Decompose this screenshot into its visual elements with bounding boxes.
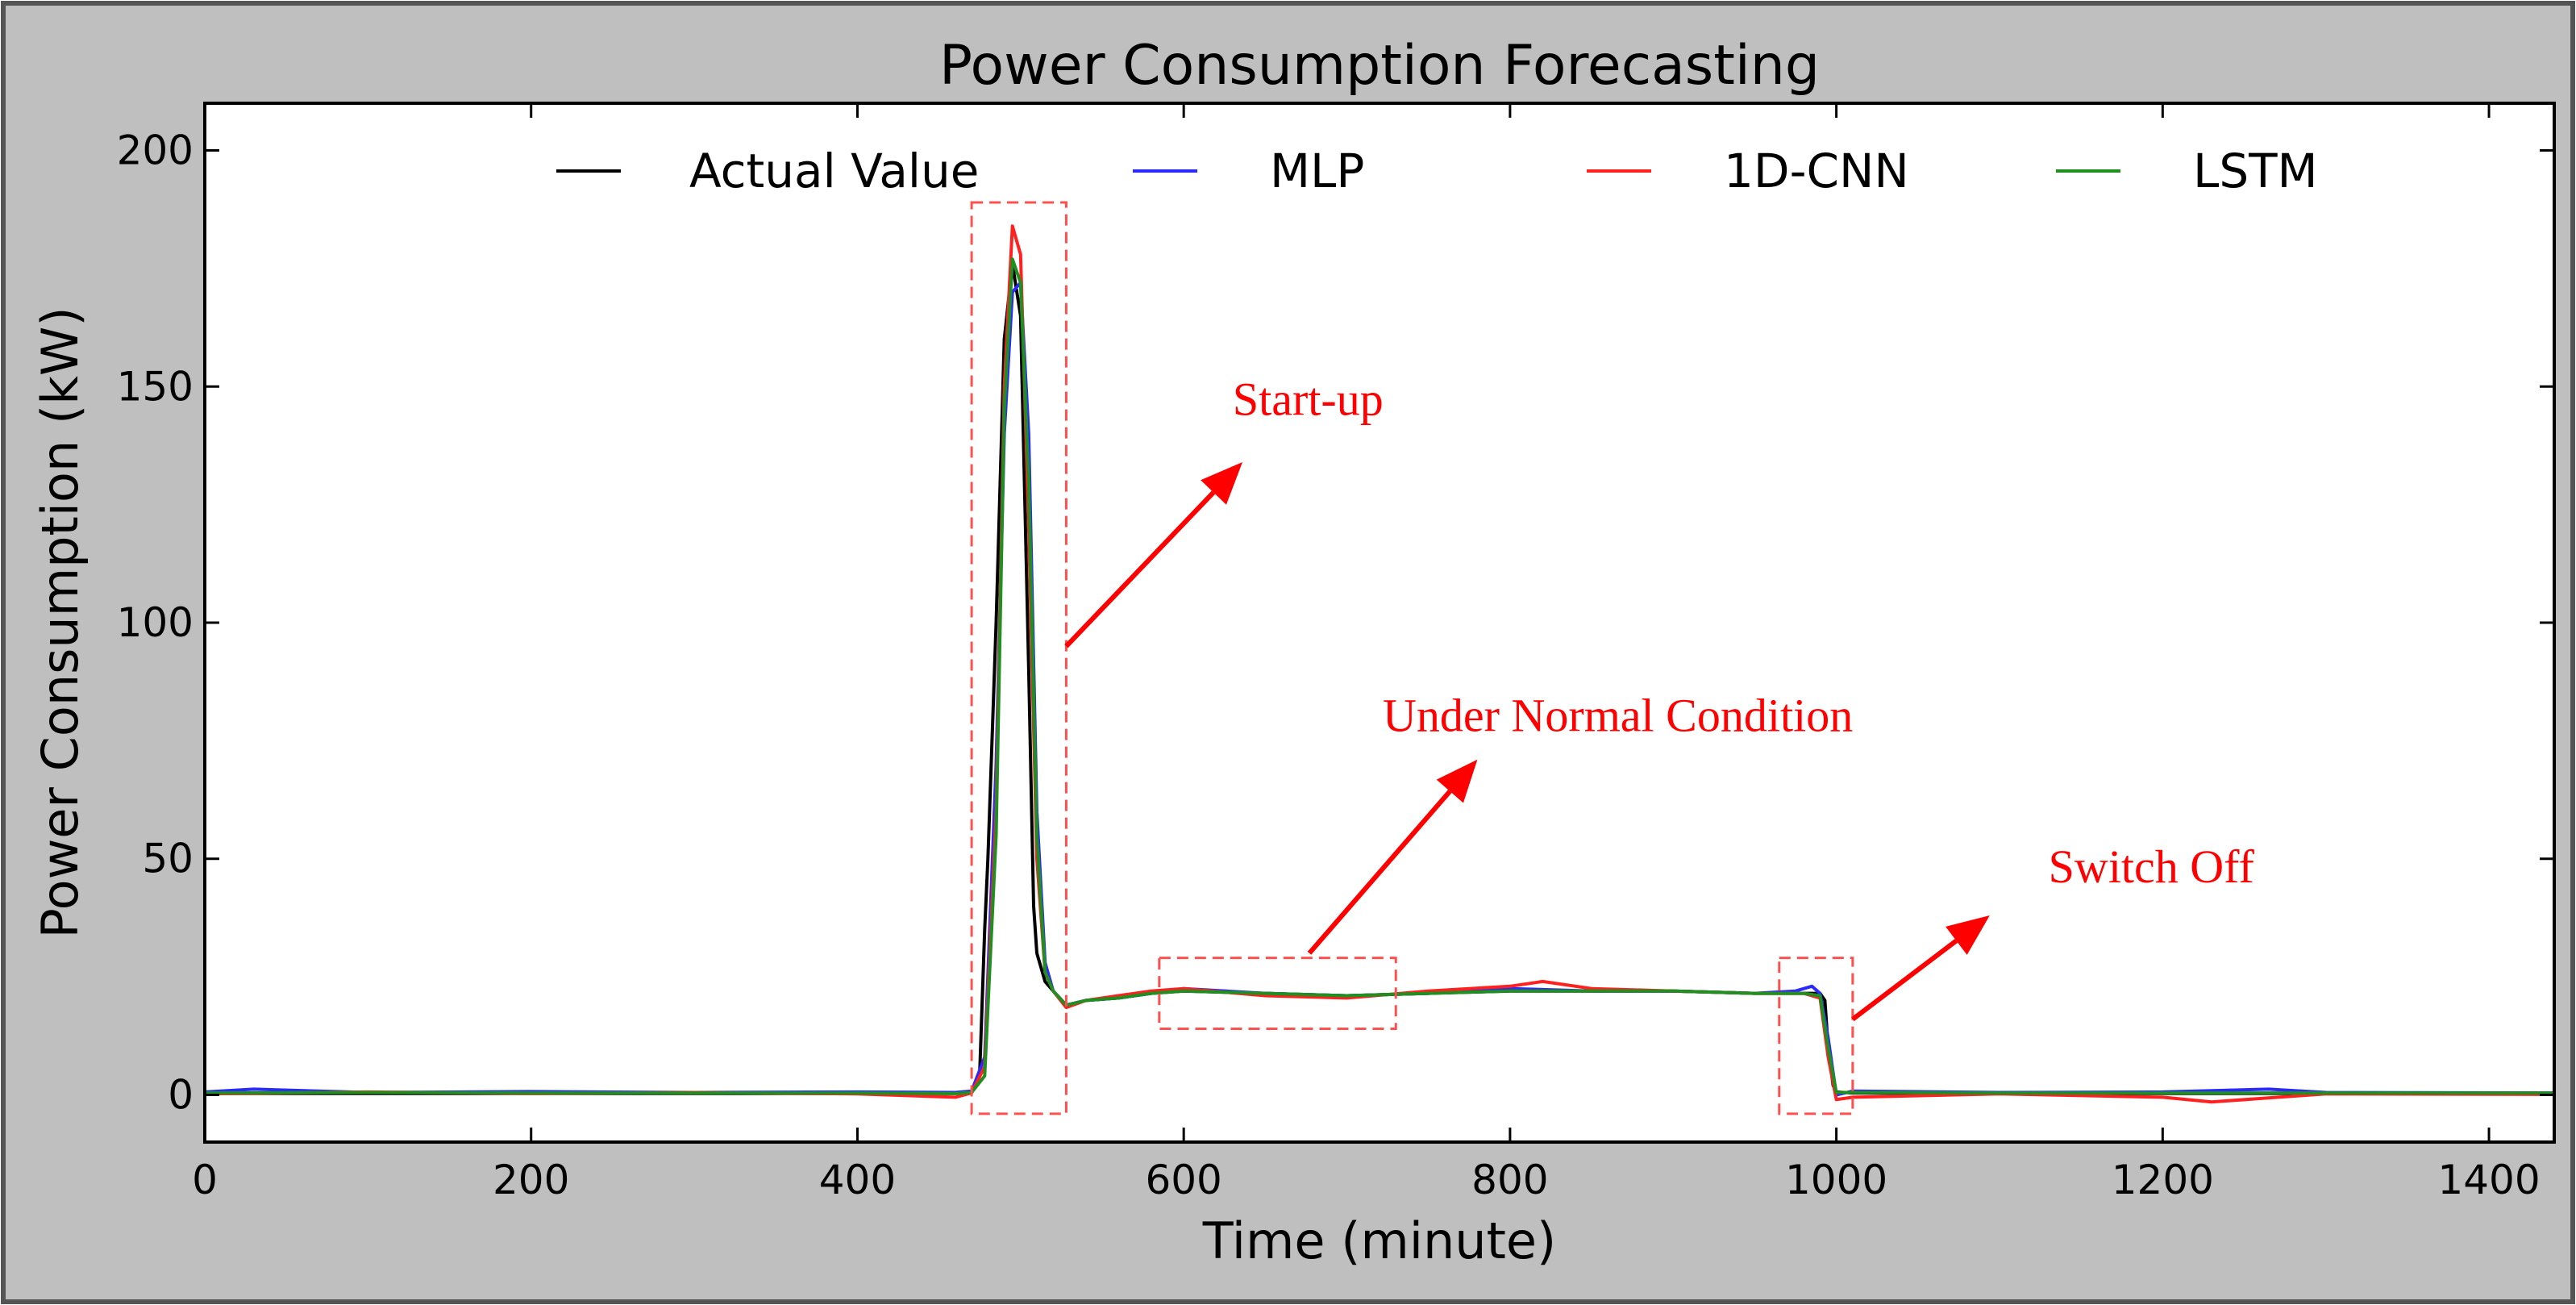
annotation-arrow-2 bbox=[1307, 790, 1452, 955]
x-tick-label: 1200 bbox=[2112, 1157, 2214, 1203]
x-tick-label: 800 bbox=[1471, 1157, 1548, 1203]
highlight-box-3 bbox=[1778, 957, 1854, 1115]
annotation-arrowhead-1 bbox=[1201, 461, 1243, 505]
annotation-arrow-3 bbox=[1851, 938, 1958, 1022]
plot-area bbox=[205, 103, 2554, 1142]
x-tick-label: 600 bbox=[1145, 1157, 1221, 1203]
annotation-arrowhead-3 bbox=[1946, 915, 1990, 955]
legend-label-3: 1D-CNN bbox=[1724, 144, 1909, 198]
y-axis-ticks: 0 50 100 150 200 bbox=[117, 127, 2554, 1118]
legend-label-1: Actual Value bbox=[689, 144, 979, 198]
annotation-label-1: Start-up bbox=[1233, 373, 1384, 425]
highlight-box-2 bbox=[1158, 957, 1397, 1030]
x-axis-label: Time (minute) bbox=[1202, 1211, 1556, 1270]
highlight-boxes bbox=[970, 201, 1854, 1115]
highlight-box-1 bbox=[970, 201, 1067, 1115]
annotation-label-2: Under Normal Condition bbox=[1383, 690, 1853, 742]
chart-title: Power Consumption Forecasting bbox=[939, 34, 1820, 98]
legend: Actual Value MLP 1D-CNN LSTM bbox=[556, 144, 2318, 198]
y-tick-label: 150 bbox=[117, 363, 194, 410]
x-tick-label: 400 bbox=[819, 1157, 896, 1203]
annotations: Start-up Under Normal Condition Switch Off bbox=[1064, 373, 2255, 1022]
y-axis-label: Power Consumption (kW) bbox=[31, 306, 89, 938]
y-tick-label: 100 bbox=[117, 599, 194, 646]
annotation-label-3: Switch Off bbox=[2049, 840, 2255, 893]
x-tick-label: 1400 bbox=[2437, 1157, 2540, 1203]
y-tick-label: 50 bbox=[142, 836, 194, 882]
x-tick-label: 1000 bbox=[1785, 1157, 1887, 1203]
legend-label-2: MLP bbox=[1270, 144, 1364, 198]
series-layer bbox=[204, 224, 2555, 1104]
y-tick-label: 200 bbox=[117, 127, 194, 174]
annotation-arrow-1 bbox=[1064, 490, 1216, 648]
x-axis-ticks: 0 200 400 600 800 1000 1200 1400 bbox=[192, 103, 2541, 1203]
x-tick-label: 200 bbox=[493, 1157, 569, 1203]
legend-label-4: LSTM bbox=[2193, 144, 2318, 198]
y-tick-label: 0 bbox=[168, 1071, 194, 1118]
annotation-arrowhead-2 bbox=[1436, 759, 1478, 803]
x-tick-label: 0 bbox=[192, 1157, 218, 1203]
